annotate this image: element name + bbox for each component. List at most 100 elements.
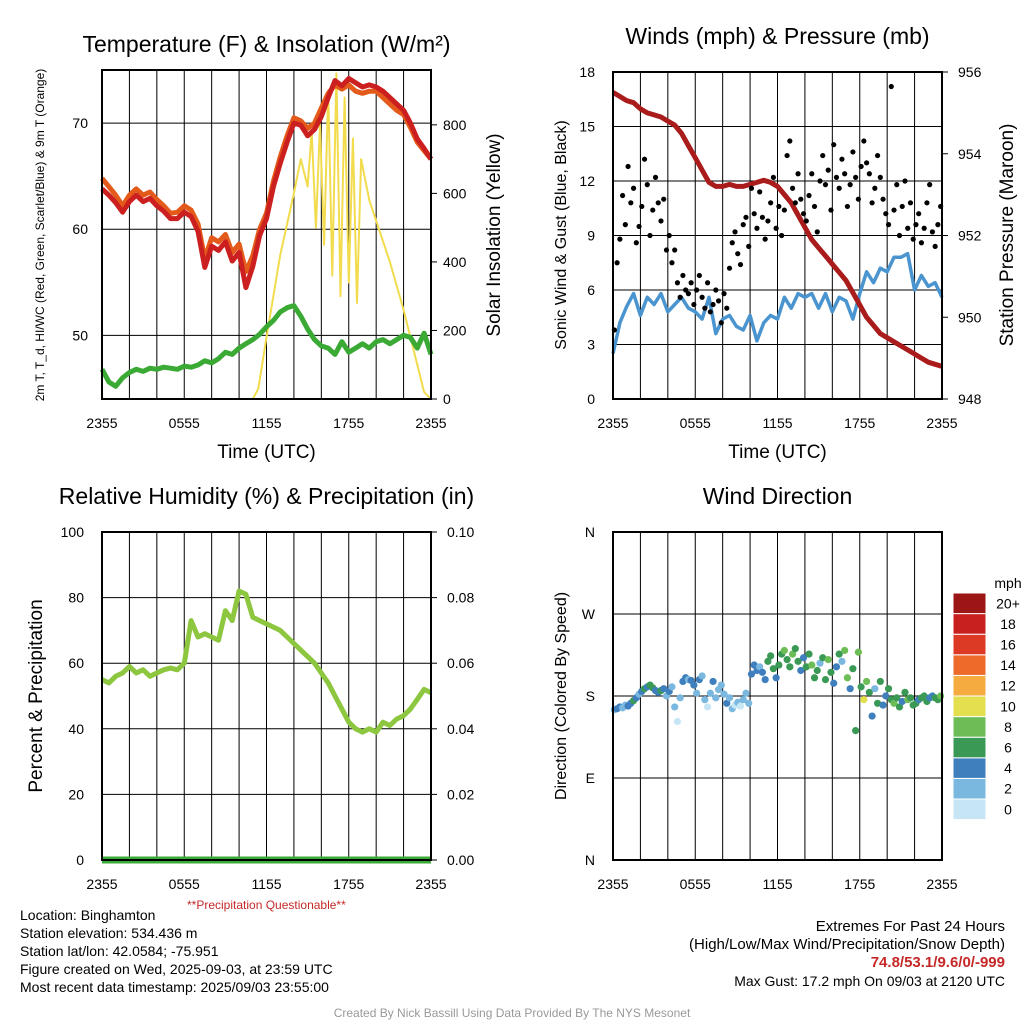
gust-point <box>636 223 642 230</box>
gust-point <box>842 171 848 177</box>
chart-title: Wind Direction <box>703 483 853 509</box>
gust-point <box>674 280 681 286</box>
y-right-tick-label: 0.00 <box>447 852 474 868</box>
y-tick-label: 3 <box>587 337 595 353</box>
direction-point <box>745 699 753 707</box>
x-tick-label: 1755 <box>333 876 364 892</box>
direction-point <box>703 703 712 711</box>
gust-point <box>803 218 809 224</box>
gust-point <box>787 138 793 144</box>
precip-questionable-note: **Precipitation Questionable** <box>187 898 346 912</box>
gust-point <box>639 203 645 210</box>
colorbar-label: 20+ <box>996 595 1020 611</box>
gust-point <box>619 192 626 199</box>
colorbar-swatch <box>952 716 987 738</box>
colorbar-label: 8 <box>1004 719 1012 735</box>
gust-point <box>855 196 861 202</box>
gust-point <box>880 196 886 202</box>
gust-point <box>853 174 859 180</box>
direction-point <box>857 683 865 691</box>
x-tick-label: 0555 <box>169 415 200 431</box>
gust-point <box>699 294 705 300</box>
direction-point <box>852 727 860 735</box>
direction-point <box>772 674 780 682</box>
gust-point <box>726 265 733 271</box>
gust-point <box>743 214 749 220</box>
direction-point <box>797 666 805 675</box>
direction-point <box>723 699 731 707</box>
direction-point <box>736 702 745 710</box>
gust-point <box>822 182 829 188</box>
credit-text: Created By Nick Bassill Using Data Provi… <box>333 1006 691 1020</box>
y-right-tick-label: 956 <box>958 64 982 80</box>
created-text: Figure created on Wed, 2025-09-03, at 23… <box>20 961 333 977</box>
gust-point <box>929 229 936 235</box>
y-right-tick-label: 400 <box>443 254 467 270</box>
gust-point <box>614 260 620 266</box>
direction-point <box>756 663 764 671</box>
y-tick-label: 0 <box>587 391 595 407</box>
direction-point <box>739 696 747 704</box>
gust-point <box>770 174 776 180</box>
x-tick-label: 1155 <box>762 876 792 892</box>
y-right-tick-label: 948 <box>958 391 982 407</box>
gust-point <box>896 232 903 239</box>
max-gust-text: Max Gust: 17.2 mph On 09/03 at 2120 UTC <box>734 973 1005 989</box>
y-right-tick-label: 952 <box>958 228 982 244</box>
series-line-wind <box>611 251 944 354</box>
y-right-tick-label: 800 <box>443 117 467 133</box>
gust-point <box>921 225 927 231</box>
y-right-tick-label: 950 <box>958 309 982 325</box>
y-tick-label: W <box>582 606 596 622</box>
direction-point <box>841 646 849 655</box>
direction-point <box>794 657 802 665</box>
series-line-1 <box>100 76 434 291</box>
gust-point <box>910 236 916 242</box>
direction-point <box>830 679 838 687</box>
extremes-subtitle: (High/Low/Max Wind/Precipitation/Snow De… <box>689 936 1005 953</box>
y-right-tick-label: 0.02 <box>447 786 474 802</box>
direction-point <box>668 683 676 691</box>
x-tick-label: 2355 <box>597 876 628 892</box>
series-line-rh <box>100 588 433 735</box>
gust-point <box>652 174 659 180</box>
direction-point <box>846 685 854 693</box>
direction-point <box>701 696 709 704</box>
direction-point <box>860 696 868 704</box>
gust-point <box>877 174 883 180</box>
y-tick-label: 0 <box>76 852 84 868</box>
gust-point <box>748 185 755 191</box>
colorbar-label: 6 <box>1004 740 1012 756</box>
gust-point <box>666 232 672 239</box>
y-tick-label: 100 <box>61 524 85 540</box>
y-tick-label: 15 <box>579 119 595 135</box>
direction-point <box>706 689 714 697</box>
colorbar-swatch <box>952 798 987 821</box>
colorbar-label: 0 <box>1004 801 1012 817</box>
y-tick-label: 40 <box>68 721 84 737</box>
y-right-tick-label: 0.06 <box>447 655 474 671</box>
y-tick-label: 6 <box>587 282 595 298</box>
gust-point <box>765 218 771 224</box>
station-info: Location: Binghamton Station elevation: … <box>20 906 333 996</box>
y-axis-label: 2m T, T_d, HI/WC (Red, Green, Scarlet/Bl… <box>33 69 47 402</box>
gust-point <box>828 207 834 213</box>
direction-point <box>808 661 816 669</box>
direction-point <box>742 689 750 697</box>
y-tick-label: 9 <box>587 228 595 244</box>
gust-point <box>680 272 686 279</box>
gust-point <box>715 298 722 304</box>
y-axis-label: Direction (Colored By Speed) <box>553 592 570 800</box>
colorbar: mph 0 2 4 6 8 10 12 14 16 18 20+ <box>952 575 1022 821</box>
plot-border <box>612 531 943 861</box>
gust-point <box>694 287 700 293</box>
direction-point <box>750 661 758 669</box>
gust-point <box>798 196 804 202</box>
x-axis-label: Time (UTC) <box>217 442 316 463</box>
gust-point <box>691 301 697 308</box>
plot-border <box>101 531 432 861</box>
direction-point <box>895 703 904 711</box>
y-right-axis-label: Station Pressure (Maroon) <box>997 124 1018 347</box>
gust-point <box>746 243 752 249</box>
y-tick-label: E <box>586 770 595 786</box>
